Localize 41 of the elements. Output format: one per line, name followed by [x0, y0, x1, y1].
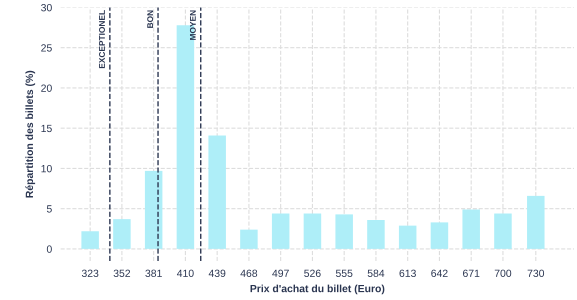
x-tick-label: 584 — [368, 270, 384, 277]
bar — [240, 230, 258, 249]
y-axis-title: Répartition des billets (%) — [25, 70, 36, 198]
y-tick-label: 5 — [46, 205, 52, 213]
bar — [462, 209, 480, 249]
x-tick-label: 468 — [240, 270, 258, 277]
bar — [398, 226, 416, 249]
x-tick-label: 526 — [304, 270, 321, 277]
y-tick-label: 20 — [41, 84, 52, 92]
bar — [335, 214, 353, 249]
bar — [113, 219, 131, 249]
y-tick-label: 0 — [46, 245, 52, 253]
bar — [494, 214, 512, 249]
x-axis-title: Prix d'achat du billet (Euro) — [250, 284, 384, 294]
bar — [81, 231, 99, 249]
x-tick-label: 323 — [82, 270, 98, 277]
x-tick-label: 381 — [145, 270, 162, 277]
x-tick-label: 410 — [176, 270, 194, 277]
bar — [144, 170, 162, 249]
y-tick-label: 10 — [41, 164, 52, 172]
x-tick-label: 439 — [208, 270, 226, 277]
bar — [527, 196, 545, 249]
bar — [367, 220, 385, 249]
x-tick-label: 497 — [272, 270, 289, 277]
x-tick-label: 613 — [400, 270, 416, 277]
ref-line-label: EXCEPTIONEL — [99, 10, 105, 68]
y-tick-label: 25 — [41, 44, 52, 52]
x-tick-label: 671 — [463, 270, 480, 277]
y-tick-label: 30 — [41, 4, 52, 12]
bar — [208, 135, 226, 249]
ref-line-label: MOYEN — [190, 10, 196, 40]
x-tick-label: 700 — [494, 270, 512, 277]
x-tick-label: 555 — [336, 270, 352, 277]
bar — [304, 214, 322, 249]
x-tick-label: 642 — [431, 270, 448, 277]
ref-line-label: BON — [147, 10, 154, 28]
x-tick-label: 730 — [528, 270, 544, 277]
y-tick-label: 15 — [41, 124, 52, 132]
bar — [272, 214, 290, 249]
x-tick-label: 352 — [114, 270, 130, 277]
bar — [430, 222, 448, 249]
